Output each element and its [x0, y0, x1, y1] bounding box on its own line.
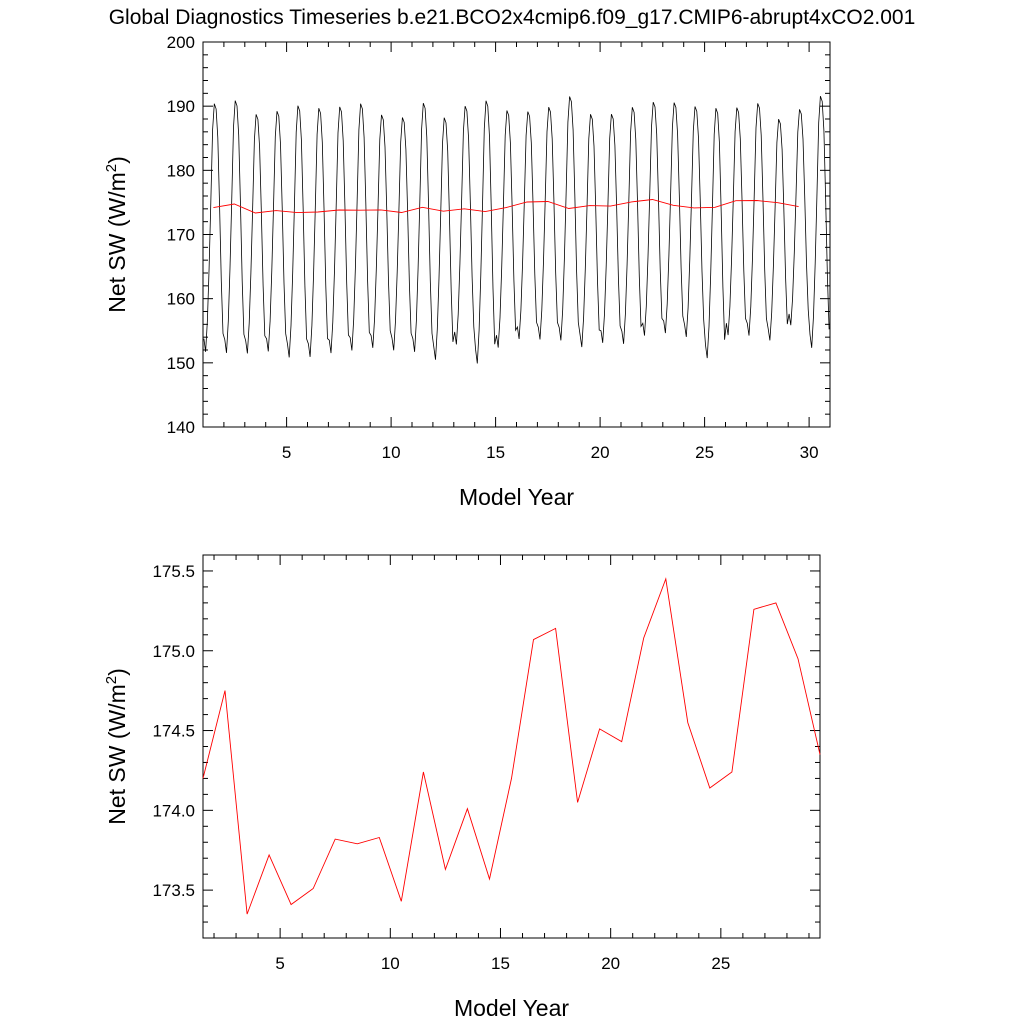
bottom-y-tick-label: 174.0: [152, 801, 195, 820]
top-series-annual-line: [213, 199, 799, 214]
bottom-y-axis-title-close: ): [104, 668, 130, 676]
top-panel: 5 10 15 20 25 30 140 150 160 170 180 190 200 Model Ye…: [103, 33, 831, 510]
top-x-tick-label: 30: [800, 443, 819, 462]
bottom-y-axis-title-superscript: 2: [103, 676, 120, 684]
top-y-tick-label: 200: [167, 33, 195, 52]
top-plot-frame: [202, 41, 831, 428]
bottom-x-tick-label: 15: [491, 954, 510, 973]
top-x-axis-title: Model Year: [459, 484, 574, 510]
bottom-panel: 5 10 15 20 25 173.5 174.0 174.5 175.0 175.5 Model …: [103, 554, 821, 1021]
top-x-tick-label: 5: [282, 443, 291, 462]
top-y-tick-label: 160: [167, 290, 195, 309]
top-y-tick-label: 180: [167, 161, 195, 180]
bottom-x-tick-label: 5: [275, 954, 284, 973]
top-y-tick-label: 150: [167, 354, 195, 373]
top-x-tick-label: 20: [591, 443, 610, 462]
top-series-monthly-line: [203, 95, 830, 364]
bottom-y-tick-label: 175.5: [152, 562, 195, 581]
bottom-y-tick-label: 175.0: [152, 642, 195, 661]
top-y-axis-title-main: Net SW (W/m: [104, 172, 130, 313]
bottom-x-tick-label: 25: [711, 954, 730, 973]
top-x-tick-label: 15: [486, 443, 505, 462]
bottom-y-axis-title: Net SW (W/m2): [103, 668, 130, 825]
bottom-x-tick-label: 20: [601, 954, 620, 973]
top-x-tick-label: 25: [695, 443, 714, 462]
bottom-x-axis-title: Model Year: [454, 995, 569, 1021]
bottom-x-tick-label: 10: [381, 954, 400, 973]
bottom-series-annual-line: [202, 577, 821, 915]
top-y-tick-label: 190: [167, 97, 195, 116]
top-y-axis-title: Net SW (W/m2): [103, 156, 130, 313]
bottom-plot-frame: [202, 554, 821, 939]
chart-title: Global Diagnostics Timeseries b.e21.BCO2…: [109, 6, 916, 29]
bottom-y-tick-label: 174.5: [152, 722, 195, 741]
top-y-axis-title-close: ): [104, 156, 130, 164]
bottom-y-axis-title-main: Net SW (W/m: [104, 684, 130, 825]
top-y-axis-title-superscript: 2: [103, 164, 120, 172]
bottom-y-tick-label: 173.5: [152, 881, 195, 900]
top-y-tick-label: 140: [167, 418, 195, 437]
top-x-tick-label: 10: [382, 443, 401, 462]
top-y-tick-label: 170: [167, 226, 195, 245]
